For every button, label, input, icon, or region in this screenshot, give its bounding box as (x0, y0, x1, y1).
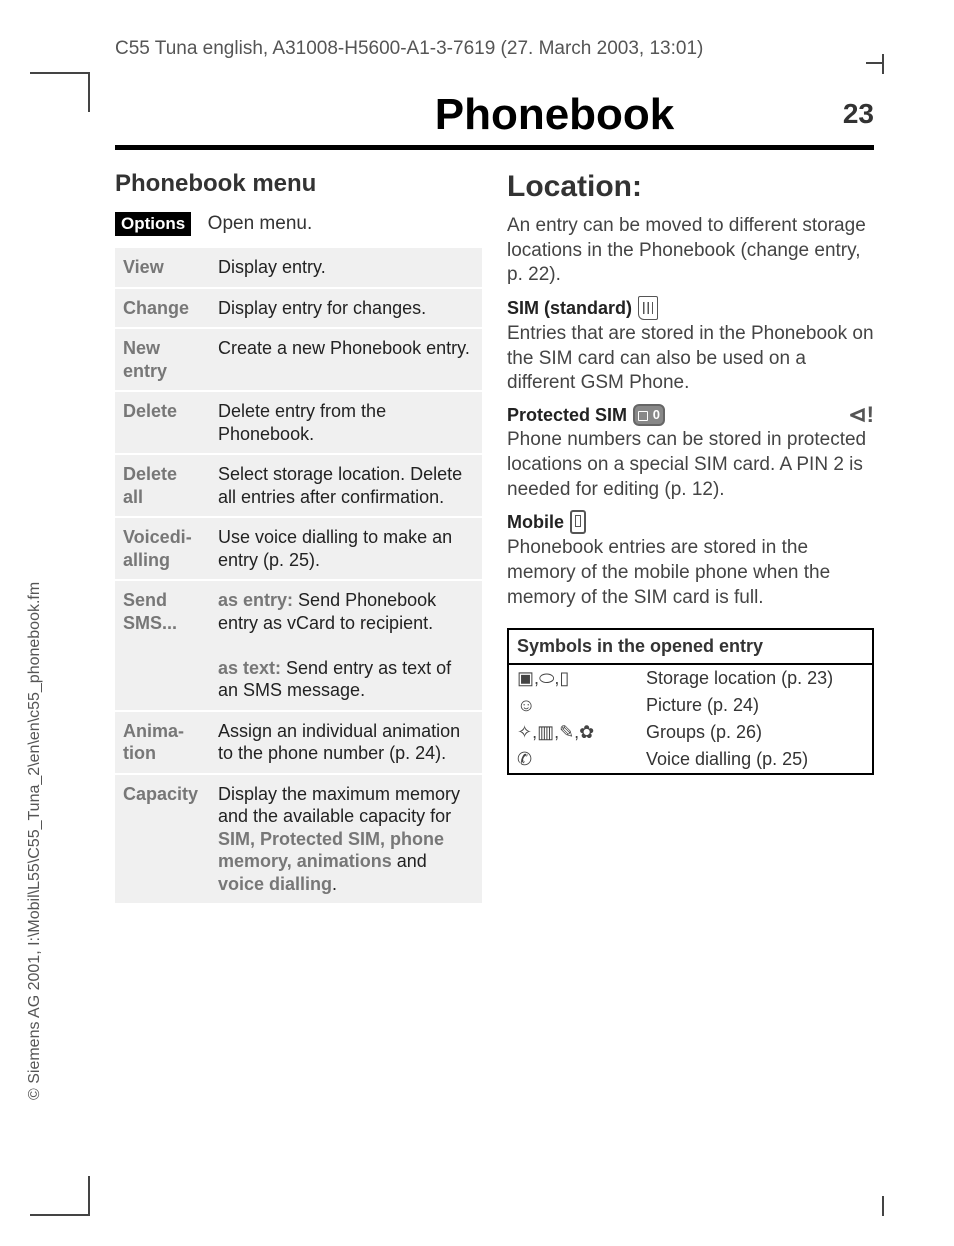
options-row: Options Open menu. (115, 212, 482, 236)
crop-mark (30, 1214, 90, 1216)
groups-icons: ✧,▥,✎,✿ (508, 719, 638, 746)
page-number: 23 (843, 98, 874, 130)
capacity-mid: and (392, 851, 427, 871)
capacity-post: . (332, 874, 337, 894)
menu-desc: Display the maximum memory and the avail… (210, 774, 482, 904)
menu-label: Change (115, 288, 210, 329)
as-text-label: as text: (218, 658, 281, 678)
menu-desc: Create a new Phonebook entry. (210, 328, 482, 391)
table-row: Delete allSelect storage location. Delet… (115, 454, 482, 517)
options-open-menu-text: Open menu. (208, 213, 313, 234)
mobile-text: Phonebook entries are stored in the memo… (507, 536, 874, 610)
location-heading: Location: (507, 170, 874, 204)
table-row: Send SMS... as entry: Send Phonebook ent… (115, 580, 482, 711)
menu-desc: Select storage location. Delete all entr… (210, 454, 482, 517)
table-row: ChangeDisplay entry for changes. (115, 288, 482, 329)
right-column: Location: An entry can be moved to diffe… (507, 170, 874, 903)
crop-mark (88, 1176, 90, 1216)
table-row: Capacity Display the maximum memory and … (115, 774, 482, 904)
protected-sim-heading: Protected SIM 0 ⊲! (507, 404, 874, 426)
menu-label: Anima­tion (115, 711, 210, 774)
table-row: Anima­tionAssign an individual animation… (115, 711, 482, 774)
content-columns: Phonebook menu Options Open menu. ViewDi… (115, 170, 874, 903)
menu-label: Delete all (115, 454, 210, 517)
table-row: ViewDisplay entry. (115, 248, 482, 288)
doc-path-header: C55 Tuna english, A31008-H5600-A1-3-7619… (115, 38, 703, 60)
symbols-table: Symbols in the opened entry ▣,⬭,▯Storage… (507, 628, 874, 775)
protected-sim-text: Phone numbers can be stored in protected… (507, 428, 874, 502)
options-softkey-badge: Options (115, 212, 191, 236)
location-intro: An entry can be moved to different stora… (507, 214, 874, 288)
picture-icon: ☺ (508, 692, 638, 719)
copyright-vertical: © Siemens AG 2001, I:\Mobil\L55\C55_Tuna… (26, 582, 44, 1100)
symbol-desc: Storage location (p. 23) (638, 664, 873, 692)
symbol-desc: Voice dialling (p. 25) (638, 746, 873, 774)
capacity-bold-2: voice dialling (218, 874, 332, 894)
menu-desc: Use voice dialling to make an entry (p. … (210, 517, 482, 580)
sim-standard-label: SIM (standard) (507, 298, 632, 319)
menu-label: Send SMS... (115, 580, 210, 711)
left-column: Phonebook menu Options Open menu. ViewDi… (115, 170, 482, 903)
menu-label: New entry (115, 328, 210, 391)
symbol-desc: Picture (p. 24) (638, 692, 873, 719)
mobile-icon (570, 510, 586, 534)
menu-desc: Delete entry from the Phonebook. (210, 391, 482, 454)
crop-mark (88, 72, 90, 112)
storage-location-icons: ▣,⬭,▯ (508, 664, 638, 692)
phonebook-menu-heading: Phonebook menu (115, 170, 482, 198)
sim-icon (638, 296, 658, 320)
mobile-heading: Mobile (507, 510, 874, 534)
menu-label: View (115, 248, 210, 288)
table-row: ✆Voice dialling (p. 25) (508, 746, 873, 774)
phonebook-menu-table: ViewDisplay entry. ChangeDisplay entry f… (115, 248, 482, 903)
symbols-table-header: Symbols in the opened entry (508, 629, 873, 664)
menu-desc: Assign an individual animation to the ph… (210, 711, 482, 774)
provider-dependent-icon: ⊲! (848, 402, 874, 428)
protected-sim-label: Protected SIM (507, 405, 627, 426)
symbol-desc: Groups (p. 26) (638, 719, 873, 746)
table-row: ▣,⬭,▯Storage location (p. 23) (508, 664, 873, 692)
table-row: New entryCreate a new Phonebook entry. (115, 328, 482, 391)
crop-mark (882, 54, 884, 74)
menu-label: Voicedi­alling (115, 517, 210, 580)
sim-standard-heading: SIM (standard) (507, 296, 874, 320)
capacity-pre: Display the maximum memory and the avail… (218, 784, 460, 827)
table-row: DeleteDelete entry from the Phonebook. (115, 391, 482, 454)
sim-standard-text: Entries that are stored in the Phonebook… (507, 322, 874, 396)
crop-mark (30, 72, 90, 74)
menu-desc: Display entry for changes. (210, 288, 482, 329)
protected-sim-icon: 0 (633, 404, 665, 426)
menu-label: Capacity (115, 774, 210, 904)
chapter-title-bar: Phonebook 23 (115, 90, 874, 150)
menu-desc: Display entry. (210, 248, 482, 288)
as-entry-label: as entry: (218, 590, 293, 610)
chapter-title: Phonebook (235, 90, 874, 140)
menu-desc: as entry: Send Phonebook entry as vCard … (210, 580, 482, 711)
mobile-label: Mobile (507, 512, 564, 533)
table-row: ☺Picture (p. 24) (508, 692, 873, 719)
table-row: Voicedi­allingUse voice dialling to make… (115, 517, 482, 580)
menu-label: Delete (115, 391, 210, 454)
voice-dialling-icon: ✆ (508, 746, 638, 774)
table-row: ✧,▥,✎,✿Groups (p. 26) (508, 719, 873, 746)
crop-mark (882, 1196, 884, 1216)
